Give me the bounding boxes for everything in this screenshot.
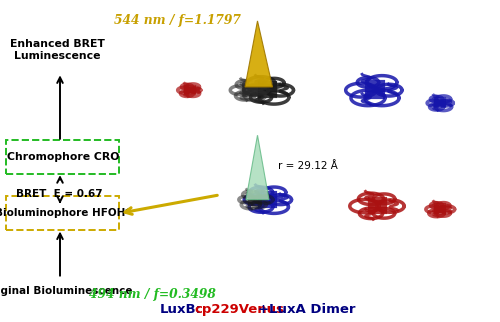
Text: BRET  E = 0.67: BRET E = 0.67	[16, 189, 102, 199]
Bar	[138, 0, 500, 322]
FancyBboxPatch shape	[6, 140, 119, 174]
Text: LuxB:: LuxB:	[160, 303, 202, 316]
Text: 494 nm / f=0.3498: 494 nm / f=0.3498	[89, 288, 216, 301]
Polygon shape	[246, 135, 269, 200]
Text: Enhanced BRET
Luminescence: Enhanced BRET Luminescence	[10, 39, 105, 61]
Text: Original Bioluminescence: Original Bioluminescence	[0, 286, 132, 297]
Text: cp229Venus: cp229Venus	[194, 303, 284, 316]
Text: Chromophore CRO: Chromophore CRO	[6, 152, 119, 162]
Polygon shape	[245, 21, 272, 87]
Text: r = 29.12 Å: r = 29.12 Å	[278, 161, 337, 171]
Text: 544 nm / f=1.1797: 544 nm / f=1.1797	[114, 14, 241, 27]
Bar	[0, 0, 142, 322]
Text: +LuxA Dimer: +LuxA Dimer	[258, 303, 356, 316]
FancyBboxPatch shape	[6, 196, 119, 230]
Text: Bioluminophore HFOH*: Bioluminophore HFOH*	[0, 208, 130, 218]
